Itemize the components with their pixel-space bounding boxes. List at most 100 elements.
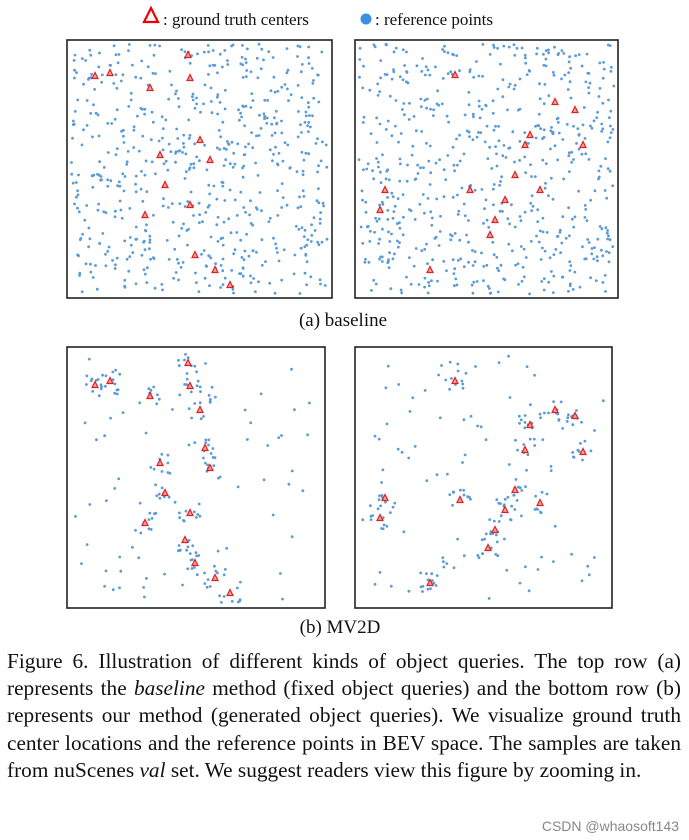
reference-point	[223, 107, 227, 111]
reference-point	[236, 142, 240, 146]
reference-point	[551, 291, 555, 294]
reference-point	[596, 259, 599, 263]
gt-center	[91, 380, 99, 389]
reference-point	[210, 111, 214, 115]
reference-point	[76, 193, 80, 197]
reference-point	[174, 152, 177, 155]
reference-point	[507, 463, 511, 466]
reference-point	[420, 70, 424, 73]
reference-point	[290, 469, 294, 473]
reference-point	[547, 194, 550, 198]
reference-point	[487, 226, 491, 229]
reference-point	[134, 528, 137, 532]
reference-point	[221, 184, 225, 188]
reference-point	[423, 98, 427, 102]
reference-point	[430, 279, 433, 283]
reference-point	[225, 546, 229, 550]
reference-point	[313, 229, 317, 232]
reference-point	[91, 389, 95, 393]
reference-point	[271, 513, 275, 517]
reference-point	[462, 488, 466, 492]
reference-point	[147, 387, 151, 390]
reference-point	[575, 409, 578, 412]
reference-point	[491, 99, 495, 103]
reference-point	[203, 83, 207, 87]
reference-point	[560, 77, 563, 81]
reference-point	[104, 569, 108, 573]
panel-caption: (a) baseline	[299, 310, 387, 331]
reference-point	[441, 556, 445, 560]
reference-point	[518, 159, 521, 162]
gt-center	[191, 558, 199, 567]
reference-point	[542, 52, 545, 56]
reference-point	[451, 258, 455, 262]
reference-point	[73, 202, 76, 206]
reference-point	[397, 383, 401, 386]
gt-center	[141, 518, 149, 527]
reference-point	[505, 568, 509, 572]
reference-point	[118, 372, 122, 376]
reference-point	[426, 262, 429, 266]
reference-point	[391, 195, 395, 199]
reference-point	[272, 75, 276, 79]
reference-point	[533, 508, 537, 511]
reference-point	[603, 189, 607, 192]
reference-point	[543, 83, 547, 86]
reference-point	[129, 91, 133, 95]
gt-center	[551, 97, 559, 106]
reference-point	[200, 252, 203, 256]
reference-point	[188, 61, 192, 65]
reference-point	[143, 248, 147, 252]
reference-point	[485, 263, 489, 267]
reference-point	[590, 247, 594, 250]
reference-point	[85, 204, 89, 207]
reference-point	[413, 178, 417, 181]
reference-point	[141, 199, 145, 203]
reference-point	[161, 127, 165, 130]
reference-point	[207, 50, 211, 54]
reference-point	[399, 132, 403, 135]
reference-point	[85, 543, 89, 546]
reference-point	[276, 163, 280, 167]
reference-point	[197, 290, 201, 293]
reference-point	[305, 260, 309, 264]
reference-point	[507, 354, 510, 358]
reference-point	[318, 278, 322, 282]
reference-point	[510, 249, 514, 253]
reference-point	[167, 206, 170, 209]
reference-point	[145, 190, 149, 194]
reference-point	[587, 241, 591, 244]
reference-point	[504, 156, 508, 159]
reference-point	[387, 258, 390, 262]
gt-center	[526, 130, 534, 139]
reference-point	[507, 242, 511, 246]
reference-point	[570, 150, 574, 154]
reference-point	[183, 50, 187, 54]
reference-point	[462, 493, 466, 497]
legend-gt: : ground truth centers	[163, 10, 309, 29]
reference-point	[277, 436, 281, 439]
reference-point	[73, 76, 76, 80]
reference-point	[572, 158, 575, 161]
reference-point	[312, 216, 316, 220]
reference-point	[453, 232, 457, 235]
reference-point	[472, 75, 476, 79]
reference-point	[181, 151, 184, 154]
reference-point	[90, 72, 93, 76]
reference-point	[470, 283, 474, 287]
gt-center	[521, 140, 529, 149]
reference-point	[462, 418, 466, 422]
reference-point	[378, 90, 381, 93]
reference-point	[424, 65, 428, 69]
reference-point	[182, 133, 186, 137]
reference-point	[488, 145, 491, 149]
reference-point	[99, 178, 102, 182]
reference-point	[241, 63, 245, 67]
reference-point	[446, 154, 450, 157]
reference-point	[566, 88, 570, 91]
reference-point	[442, 560, 445, 564]
reference-point	[521, 265, 525, 269]
reference-point	[557, 418, 561, 421]
reference-point	[398, 226, 402, 230]
reference-point	[178, 516, 182, 520]
